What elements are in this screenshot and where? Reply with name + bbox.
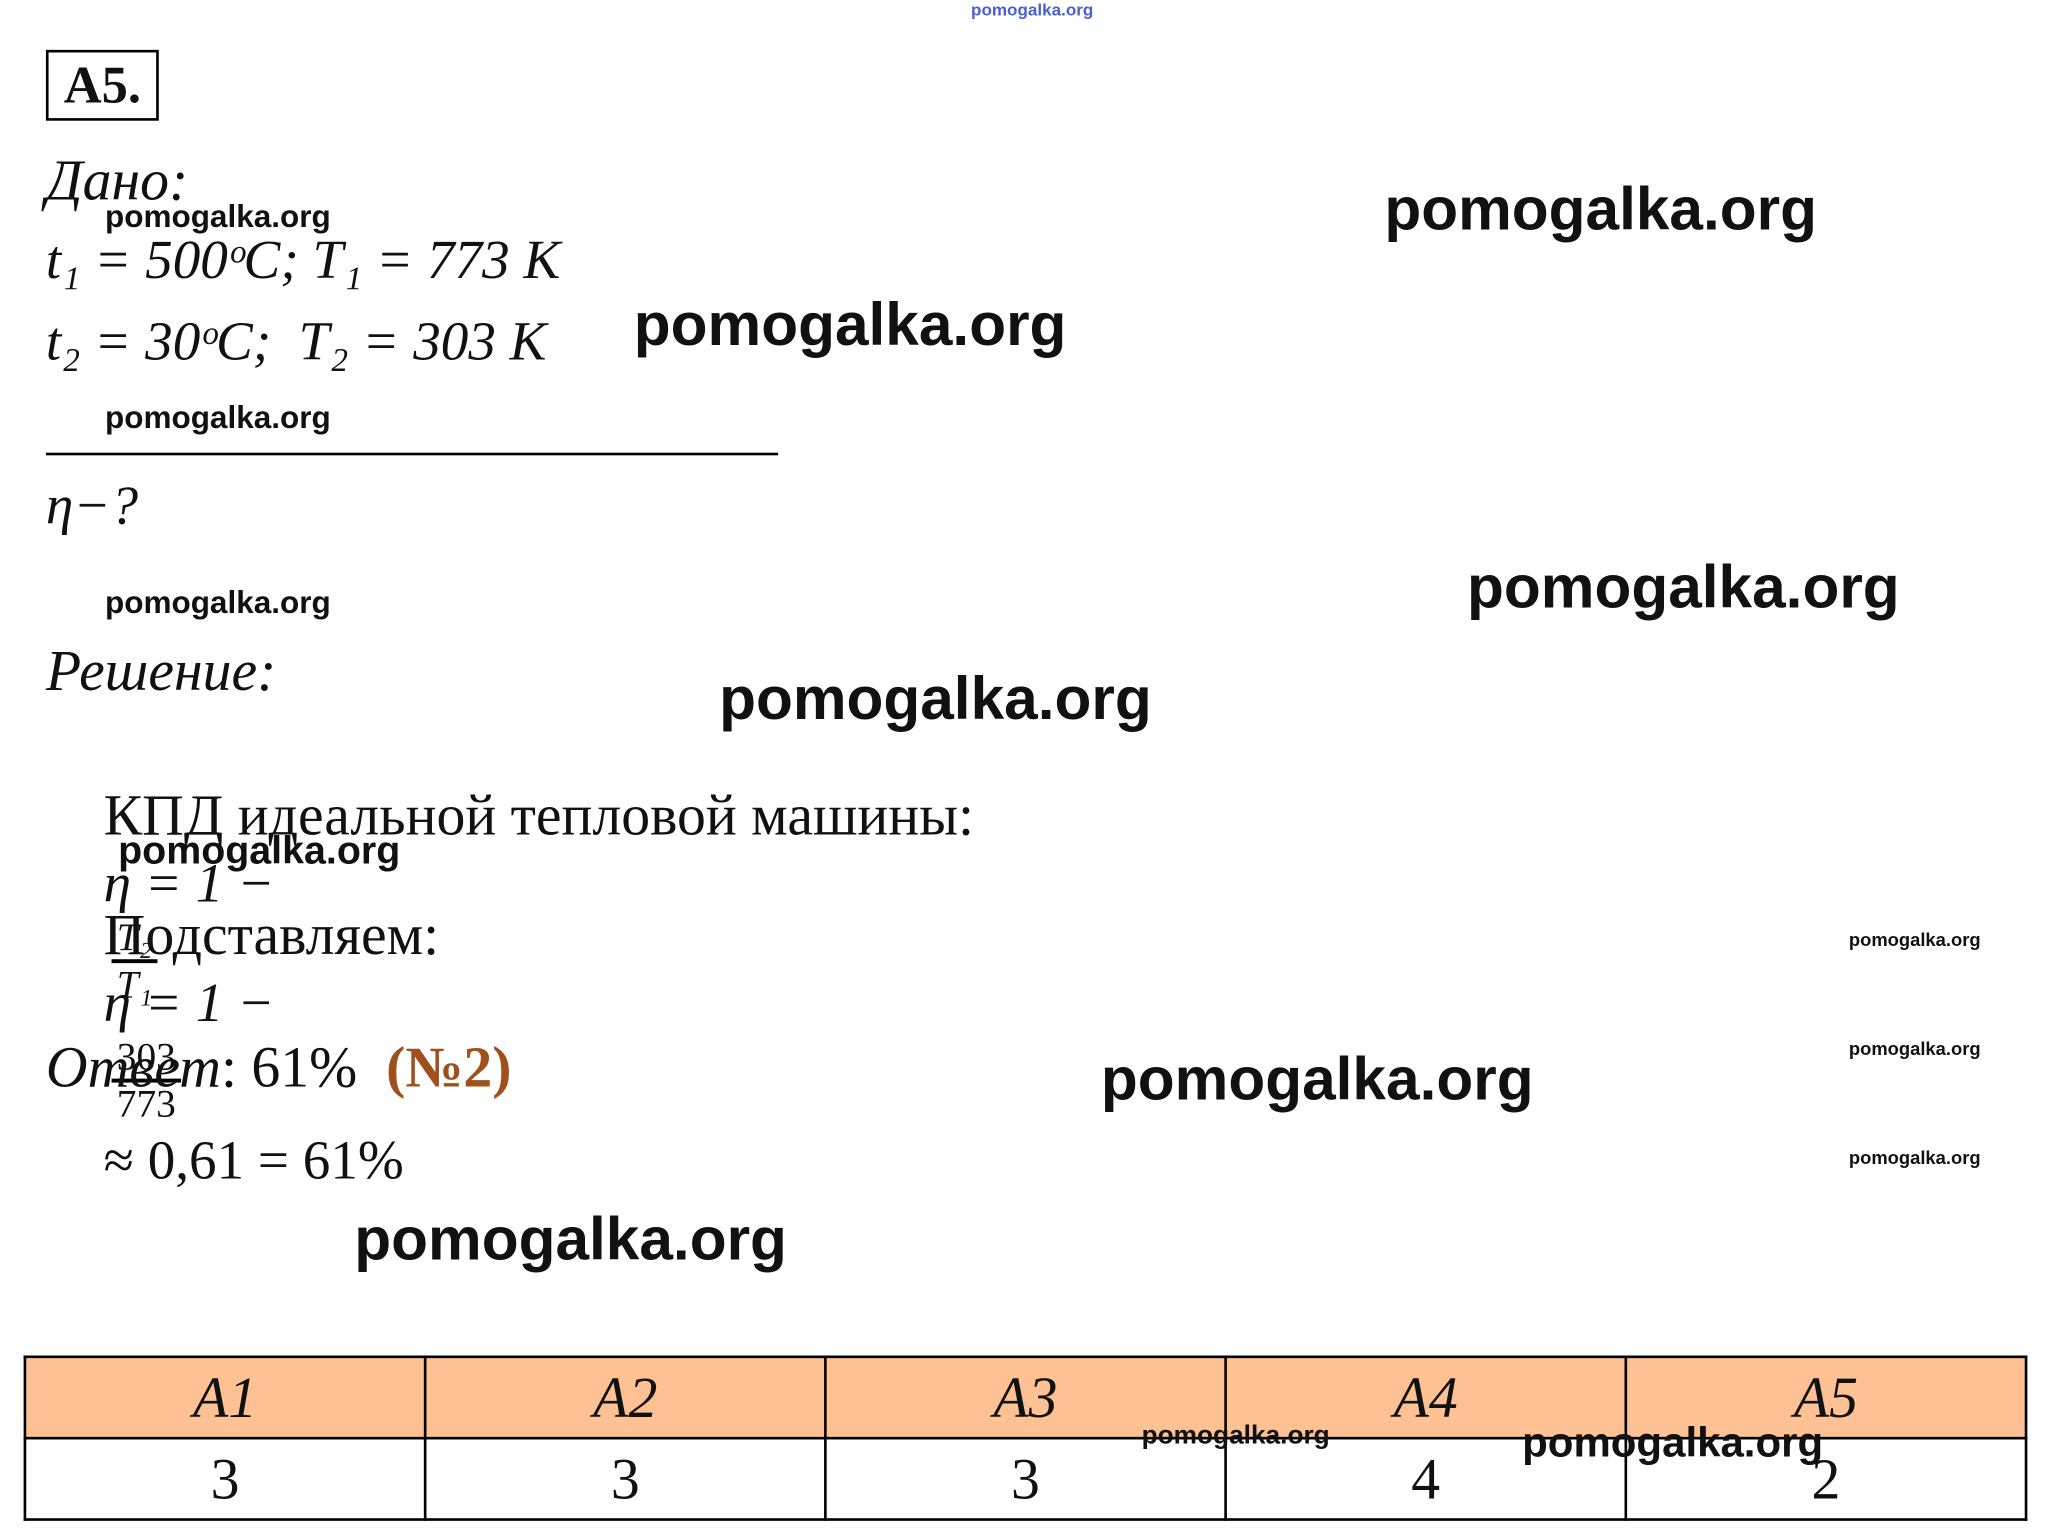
watermark: pomogalka.org — [354, 1204, 787, 1273]
numerator: T₂ — [111, 916, 158, 964]
watermark: pomogalka.org — [1467, 552, 1900, 621]
numerator: 303 — [111, 1035, 182, 1083]
divider — [45, 452, 779, 456]
table-header: A1 A2 A3 A4 A5 — [23, 1355, 2028, 1440]
answer-label: Ответ — [45, 1035, 221, 1100]
fraction: 303 773 — [111, 1035, 182, 1126]
cell: 3 — [23, 1436, 427, 1521]
header-cell: A3 — [824, 1355, 1227, 1440]
cell: 3 — [423, 1436, 827, 1521]
denominator: T₁ — [116, 963, 153, 1007]
cell: 4 — [1224, 1436, 1628, 1521]
formula-text: КПД идеальной тепловой машины: — [103, 783, 975, 848]
header-cell: A1 — [23, 1355, 427, 1440]
watermark: pomogalka.org — [1848, 1146, 1981, 1168]
watermark: pomogalka.org — [104, 585, 331, 621]
unknown: η−? — [45, 476, 139, 537]
header-cell: A2 — [423, 1355, 827, 1440]
cell: 3 — [824, 1436, 1227, 1521]
header-cell: A5 — [1624, 1355, 2028, 1440]
substitution-rhs: ≈ 0,61 = 61% — [103, 1131, 404, 1192]
watermark: pomogalka.org — [1848, 929, 1981, 951]
watermark: pomogalka.org — [118, 829, 401, 873]
task-number: A5. — [45, 49, 159, 121]
formula-lhs: η = 1 − — [103, 854, 275, 915]
denominator: 773 — [116, 1082, 176, 1126]
watermark: pomogalka.org — [633, 289, 1067, 359]
given-line: t₂ = 30ᵒC; T₂ = 303 K — [45, 312, 547, 373]
answer-line: Ответ: 61% (№2) — [46, 1034, 512, 1101]
substitution-lhs: η = 1 − — [103, 973, 275, 1035]
given-title: Дано: — [45, 148, 189, 213]
answer-value: : 61% — [220, 1035, 358, 1100]
fraction: T₂ T₁ — [111, 916, 158, 1007]
watermark: pomogalka.org — [1848, 1037, 1981, 1059]
watermark: pomogalka.org — [104, 400, 331, 436]
watermark: pomogalka.org — [971, 0, 1094, 20]
cell: 2 — [1624, 1436, 2028, 1521]
formula-line: КПД идеальной тепловой машины: η = 1 − T… — [46, 715, 974, 1073]
watermark: pomogalka.org — [1141, 1421, 1330, 1450]
watermark: pomogalka.org — [1100, 1044, 1534, 1113]
substitution-text: Подставляем: — [103, 902, 440, 968]
table-row: 3 3 3 4 2 — [23, 1436, 2028, 1521]
watermark: pomogalka.org — [1522, 1418, 1824, 1466]
watermark: pomogalka.org — [104, 199, 331, 235]
watermark: pomogalka.org — [719, 663, 1152, 733]
solution-title: Решение: — [45, 639, 277, 704]
watermark: pomogalka.org — [1384, 174, 1818, 243]
answer-choice: (№2) — [386, 1035, 512, 1100]
given-line: t₁ = 500ᵒC; T₁ = 773 K — [45, 230, 561, 292]
header-cell: A4 — [1224, 1355, 1628, 1440]
substitution-line: Подставляем: η = 1 − 303 773 ≈ 0,61 = 61% — [46, 835, 440, 1260]
answer-table: A1 A2 A3 A4 A5 3 3 3 4 2 — [23, 1355, 2028, 1521]
